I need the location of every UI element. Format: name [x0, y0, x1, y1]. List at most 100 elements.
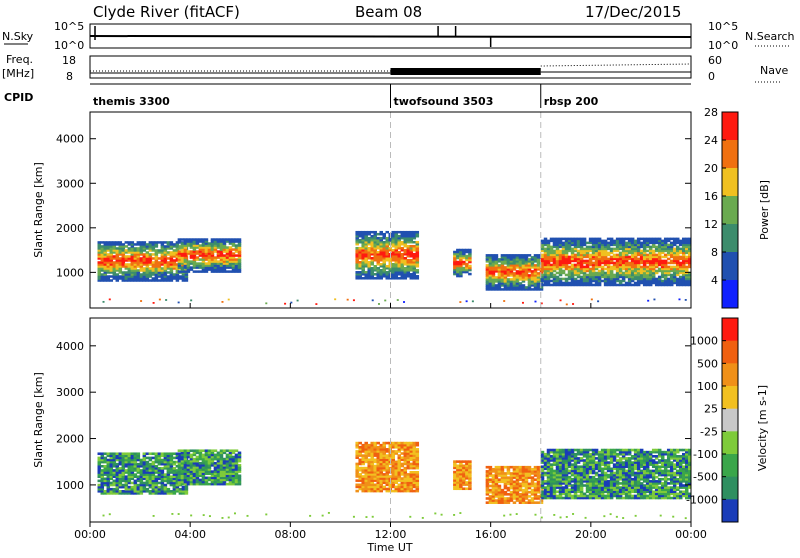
echo-cell [107, 253, 111, 256]
echo-cell [595, 472, 599, 475]
echo-cell [592, 238, 596, 241]
echo-cell [364, 442, 368, 445]
echo-cell [537, 254, 541, 257]
echo-cell [137, 463, 141, 466]
echo-cell [619, 280, 623, 283]
echo-cell [583, 484, 587, 487]
echo-cell [613, 274, 617, 277]
echo-cell [541, 451, 545, 454]
echo-cell [667, 258, 671, 261]
freq-twofsound-band [391, 68, 541, 75]
echo-cell [586, 449, 590, 452]
colorbar-swatch [722, 140, 738, 169]
echo-cell [358, 473, 362, 476]
echo-cell [355, 271, 359, 274]
echo-cell [498, 264, 502, 267]
echo-cell [580, 457, 584, 460]
echo-cell [370, 235, 374, 238]
echo-cell [358, 239, 362, 242]
freq-tick-high: 18 [62, 54, 76, 67]
echo-cell [181, 449, 185, 452]
echo-cell [104, 490, 108, 493]
echo-cell [373, 465, 377, 468]
echo-cell [235, 449, 239, 452]
echo-cell [238, 474, 242, 477]
echo-cell [468, 273, 472, 276]
echo-cell [104, 477, 108, 480]
echo-cell [613, 254, 617, 257]
echo-cell [149, 457, 153, 460]
echo-cell [407, 231, 411, 234]
echo-cell [513, 501, 517, 504]
cpid-segment-label: twofsound 3503 [394, 95, 494, 108]
echo-cell [379, 263, 383, 266]
echo-cell [550, 264, 554, 267]
echo-cell [486, 470, 490, 473]
echo-cell [190, 260, 194, 263]
echo-cell [404, 442, 408, 445]
echo-cell [173, 461, 177, 464]
echo-cell [392, 263, 396, 266]
echo-cell [571, 238, 575, 241]
echo-cell [173, 243, 177, 246]
echo-cell [152, 461, 156, 464]
echo-cell [661, 256, 665, 259]
echo-cell [646, 266, 650, 269]
echo-cell [655, 246, 659, 249]
echo-cell [616, 284, 620, 287]
echo-cell [550, 449, 554, 452]
echo-cell [583, 260, 587, 263]
echo-cell [559, 278, 563, 281]
echo-cell [158, 482, 162, 485]
echo-cell [167, 452, 171, 455]
echo-cell [125, 255, 129, 258]
scatter-cell [159, 299, 161, 301]
echo-cell [178, 250, 182, 253]
echo-cell [498, 258, 502, 261]
echo-cell [625, 282, 629, 285]
echo-cell [158, 257, 162, 260]
echo-cell [373, 458, 377, 461]
echo-cell [495, 276, 499, 279]
echo-cell [107, 459, 111, 462]
echo-cell [370, 257, 374, 260]
echo-cell [667, 244, 671, 247]
echo-cell [131, 241, 135, 244]
scatter-cell [566, 304, 568, 306]
echo-cell [492, 468, 496, 471]
echo-cell [613, 248, 617, 251]
echo-cell [456, 261, 460, 264]
echo-cell [364, 467, 368, 470]
echo-cell [214, 454, 218, 457]
echo-cell [559, 238, 563, 241]
echo-cell [161, 459, 165, 462]
echo-cell [152, 253, 156, 256]
echo-cell [577, 250, 581, 253]
echo-cell [568, 266, 572, 269]
echo-cell [580, 449, 584, 452]
echo-cell [559, 250, 563, 253]
echo-cell [128, 247, 132, 250]
echo-cell [522, 284, 526, 287]
echo-cell [413, 231, 417, 234]
echo-cell [601, 266, 605, 269]
echo-cell [101, 465, 105, 468]
echo-cell [465, 481, 469, 484]
echo-cell [416, 269, 420, 272]
echo-cell [568, 282, 572, 285]
echo-cell [534, 483, 538, 486]
scatter-cell [153, 302, 155, 304]
echo-cell [528, 491, 532, 494]
echo-cell [413, 245, 417, 248]
echo-cell [104, 241, 108, 244]
echo-cell [184, 449, 188, 452]
echo-cell [562, 449, 566, 452]
echo-cell [616, 238, 620, 241]
echo-cell [193, 458, 197, 461]
colorbar-swatch [722, 168, 738, 197]
echo-cell [187, 449, 191, 452]
echo-cell [410, 471, 414, 474]
echo-cell [589, 449, 593, 452]
echo-cell [544, 472, 548, 475]
